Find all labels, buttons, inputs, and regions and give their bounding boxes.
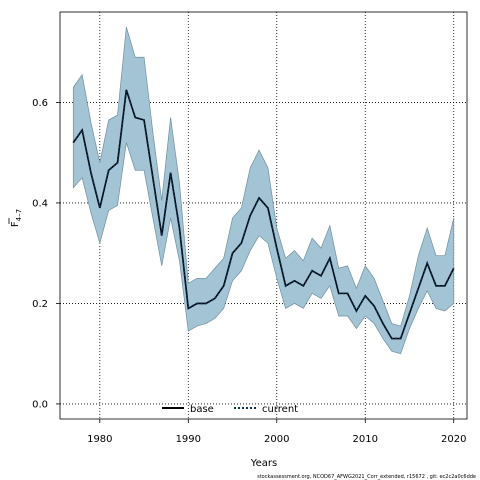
plot-frame — [59, 11, 468, 420]
x-tick-label: 2020 — [441, 434, 466, 445]
y-tick-label: 0.4 — [32, 198, 48, 209]
y-tick-label: 0.0 — [32, 399, 48, 410]
grid-lines — [60, 12, 467, 419]
x-axis-title: Years — [250, 458, 277, 469]
legend: base current — [162, 404, 298, 415]
y-axis: 0.0 0.2 0.4 0.6 — [32, 98, 60, 410]
series-line-current — [72, 89, 455, 340]
footnote: stockassessment.org, NCOD67_AFWG2021_Cor… — [257, 474, 476, 480]
x-tick-label: 1990 — [176, 434, 201, 445]
legend-label-base: base — [190, 404, 214, 415]
y-tick-label: 0.2 — [32, 299, 48, 310]
legend-label-current: current — [262, 404, 298, 415]
y-tick-label: 0.6 — [32, 98, 48, 109]
x-tick-label: 1980 — [87, 434, 112, 445]
y-axis-title-main: F4–7 — [10, 209, 23, 227]
x-axis: 1980 1990 2000 2010 2020 — [87, 419, 466, 445]
series-lines — [72, 89, 455, 340]
x-tick-label: 2000 — [264, 434, 289, 445]
x-tick-label: 2010 — [353, 434, 378, 445]
confidence-band — [72, 26, 455, 355]
y-axis-title: F4–7 — [8, 209, 23, 227]
